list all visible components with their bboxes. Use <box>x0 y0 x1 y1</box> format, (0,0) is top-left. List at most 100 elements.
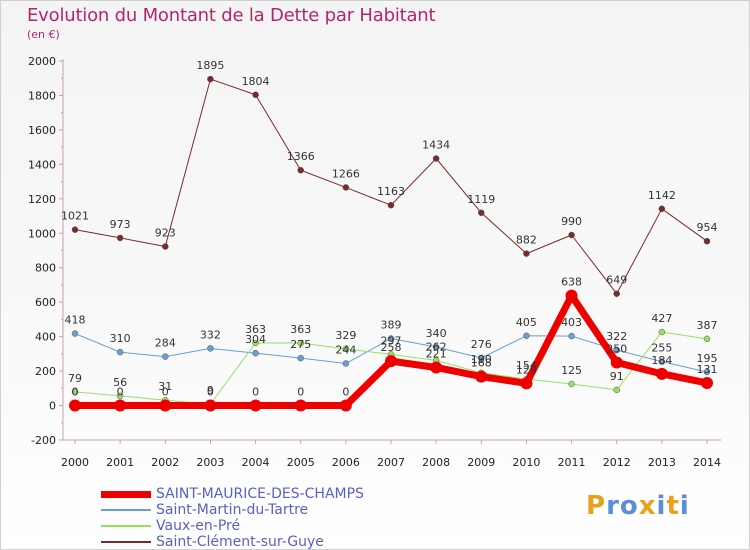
data-label: 0 <box>162 386 169 399</box>
data-label: 1366 <box>287 150 315 163</box>
data-point <box>297 166 304 174</box>
data-label: 363 <box>245 323 266 336</box>
y-tick-label: 0 <box>49 400 56 413</box>
data-label: 1804 <box>242 75 270 88</box>
data-point <box>116 348 124 356</box>
y-tick-label: 1600 <box>28 124 56 137</box>
data-label: 638 <box>561 276 582 289</box>
legend-swatch <box>101 525 151 527</box>
logo-letter: t <box>666 491 680 521</box>
data-point <box>342 360 350 367</box>
chart-title: Evolution du Montant de la Dette par Hab… <box>27 5 436 26</box>
data-point <box>204 399 217 412</box>
data-label: 168 <box>471 357 492 370</box>
x-tick-label: 2007 <box>377 456 405 469</box>
data-label: 255 <box>651 342 672 355</box>
data-point <box>116 234 124 242</box>
x-tick-label: 2004 <box>242 456 270 469</box>
data-label: 418 <box>65 314 86 327</box>
x-tick-label: 2005 <box>287 456 315 469</box>
x-tick-label: 2011 <box>558 456 586 469</box>
x-tick-label: 2001 <box>106 456 134 469</box>
data-point <box>610 356 623 369</box>
data-label: 190 <box>471 353 492 366</box>
y-tick-label: 200 <box>35 365 56 378</box>
x-tick-label: 2006 <box>332 456 360 469</box>
y-tick-label: 1200 <box>28 193 56 206</box>
data-point <box>71 388 79 396</box>
data-point <box>162 243 169 250</box>
data-point <box>658 328 666 336</box>
x-tick-label: 2013 <box>648 456 676 469</box>
data-point <box>387 335 395 342</box>
data-label: 1895 <box>196 59 224 72</box>
data-label: 297 <box>381 334 402 347</box>
data-point <box>523 332 530 340</box>
data-label: 329 <box>335 329 356 342</box>
data-point <box>478 354 485 362</box>
data-label: 990 <box>561 215 582 228</box>
line-chart: -200020040060080010001200140016001800200… <box>28 55 721 469</box>
data-point <box>385 355 397 368</box>
data-point <box>432 155 440 162</box>
data-point <box>114 399 127 412</box>
data-label: 389 <box>381 319 402 332</box>
x-tick-label: 2003 <box>196 456 224 469</box>
data-label: 954 <box>697 221 718 234</box>
data-point <box>252 349 259 357</box>
data-label: 649 <box>606 274 627 287</box>
x-tick-label: 2014 <box>693 456 721 469</box>
data-label: 9 <box>207 384 214 397</box>
legend-label: Saint-Martin-du-Tartre <box>156 502 309 518</box>
data-point <box>565 289 578 302</box>
data-label: 284 <box>155 337 176 350</box>
x-tick-label: 2012 <box>603 456 631 469</box>
legend-label: Saint-Clément-sur-Guye <box>156 534 324 550</box>
data-label: 0 <box>207 386 214 399</box>
data-label: 221 <box>426 347 447 360</box>
logo-letter: r <box>606 491 620 521</box>
data-point <box>568 380 575 388</box>
data-point <box>342 184 350 191</box>
data-label: 275 <box>290 338 311 351</box>
x-tick-label: 2000 <box>61 456 89 469</box>
data-point <box>69 399 81 412</box>
x-tick-label: 2009 <box>467 456 495 469</box>
data-label: 1119 <box>467 193 495 206</box>
proxiti-logo: Proxiti <box>586 491 690 521</box>
x-tick-label: 2008 <box>422 456 450 469</box>
data-point <box>703 237 711 245</box>
data-label: 882 <box>516 234 537 247</box>
x-tick-label: 2010 <box>512 456 540 469</box>
data-label: 923 <box>155 227 176 240</box>
y-tick-label: -200 <box>31 434 56 447</box>
chart-subtitle: (en €) <box>27 28 60 41</box>
data-point <box>703 368 711 376</box>
legend-label: SAINT-MAURICE-DES-CHAMPS <box>156 486 364 502</box>
data-label: 427 <box>651 312 672 325</box>
data-point <box>613 346 620 354</box>
data-point <box>342 345 350 353</box>
data-point <box>568 332 575 340</box>
data-point <box>249 399 262 412</box>
data-label: 1021 <box>61 210 89 223</box>
y-tick-label: 2000 <box>28 55 56 68</box>
data-point <box>701 376 713 389</box>
data-point <box>478 209 485 217</box>
y-tick-label: 400 <box>35 331 56 344</box>
data-point <box>339 399 352 412</box>
data-label: 154 <box>516 359 537 372</box>
data-label: 79 <box>68 372 82 385</box>
data-label: 387 <box>697 319 718 332</box>
data-point <box>520 377 533 390</box>
data-point <box>252 339 259 347</box>
data-label: 0 <box>252 386 259 399</box>
data-point <box>207 345 214 352</box>
x-tick-label: 2002 <box>151 456 179 469</box>
data-label: 129 <box>516 363 537 376</box>
data-label: 403 <box>561 316 582 329</box>
data-label: 1142 <box>648 189 676 202</box>
y-tick-label: 800 <box>35 262 56 275</box>
data-point <box>159 399 172 412</box>
